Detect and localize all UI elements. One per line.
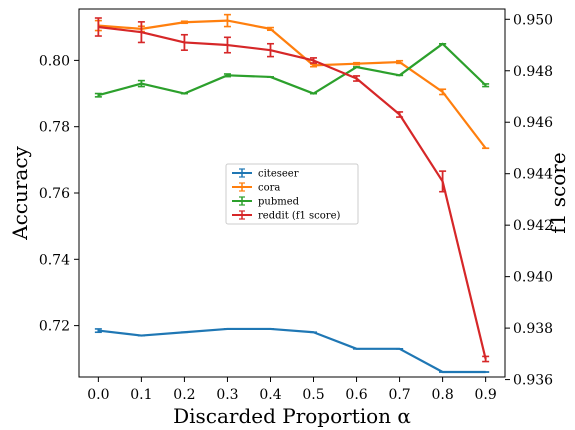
error-bar: [180, 33, 188, 51]
y-left-tick-label: 0.72: [39, 319, 70, 335]
legend-label: pubmed: [258, 197, 300, 208]
y-right-tick-label: 0.942: [513, 218, 553, 234]
error-bar: [223, 73, 231, 78]
series-line: [98, 19, 487, 149]
x-tick-label: 0.7: [388, 387, 410, 403]
error-bar: [396, 111, 404, 118]
error-bar: [439, 170, 447, 193]
legend-entry: citeseer: [232, 168, 299, 180]
series-reddit: [94, 17, 490, 363]
y-right-tick-label: 0.948: [513, 64, 553, 80]
y-right-tick-label: 0.950: [513, 12, 553, 28]
legend: citeseer cora pubmed reddit (f1 score): [225, 163, 359, 225]
error-bar: [137, 21, 145, 44]
y-left-tick-label: 0.80: [39, 53, 70, 69]
y-right-tick-label: 0.940: [513, 270, 553, 286]
error-bar: [310, 57, 318, 64]
error-bar: [266, 26, 274, 32]
error-bar: [137, 79, 145, 88]
x-tick-label: 0.1: [130, 387, 152, 403]
y-left-tick-label: 0.78: [39, 120, 70, 136]
series-cora: [94, 13, 490, 150]
x-tick-label: 0.6: [345, 387, 367, 403]
series-line: [98, 327, 486, 374]
y-left-tick-label: 0.74: [39, 252, 70, 268]
series-line: [98, 25, 487, 360]
legend-entry: cora: [232, 182, 280, 194]
series-citeseer: [94, 327, 490, 374]
error-bar: [94, 92, 102, 98]
x-tick-label: 0.4: [259, 387, 281, 403]
error-bar: [94, 328, 102, 334]
y-right-tick-label: 0.944: [513, 167, 553, 183]
series-pubmed: [94, 42, 490, 98]
error-bar: [396, 59, 404, 65]
legend-label: reddit (f1 score): [258, 211, 340, 222]
error-bar: [439, 88, 447, 96]
error-bar: [180, 20, 188, 25]
legend-box: [225, 163, 359, 225]
x-tick-label: 0.3: [216, 387, 238, 403]
y-right-tick-label: 0.946: [513, 115, 553, 131]
legend-entry: pubmed: [232, 196, 300, 208]
legend-entry: reddit (f1 score): [232, 210, 340, 222]
x-axis-title: Discarded Proportion α: [173, 404, 411, 428]
error-bar: [482, 83, 490, 88]
x-tick-label: 0.9: [475, 387, 497, 403]
x-tick-label: 0.0: [87, 387, 109, 403]
x-tick-label: 0.2: [173, 387, 195, 403]
y-left-tick-label: 0.76: [39, 186, 70, 202]
error-bar: [310, 63, 318, 68]
legend-label: cora: [258, 183, 280, 194]
error-bar: [353, 61, 361, 66]
y-right-tick-label: 0.938: [513, 321, 553, 337]
axes-ticks: 0.0 0.1 0.2 0.3 0.4 0.5 0.6 0.7 0.8 0.9 0.72 0.74 0.…: [39, 12, 553, 403]
x-tick-label: 0.5: [302, 387, 324, 403]
error-bar: [266, 42, 274, 58]
y-axis-title-right: f1 score: [546, 152, 570, 233]
y-axis-title-left: Accuracy: [8, 145, 32, 240]
legend-label: citeseer: [258, 169, 299, 180]
series-layer: [94, 13, 490, 374]
error-bar: [223, 13, 231, 28]
series-line: [98, 42, 487, 97]
error-bar: [482, 355, 490, 363]
x-tick-label: 0.8: [431, 387, 453, 403]
error-bar: [353, 75, 361, 82]
y-right-tick-label: 0.936: [513, 373, 553, 389]
error-bar: [94, 17, 102, 37]
error-bar: [223, 36, 231, 54]
